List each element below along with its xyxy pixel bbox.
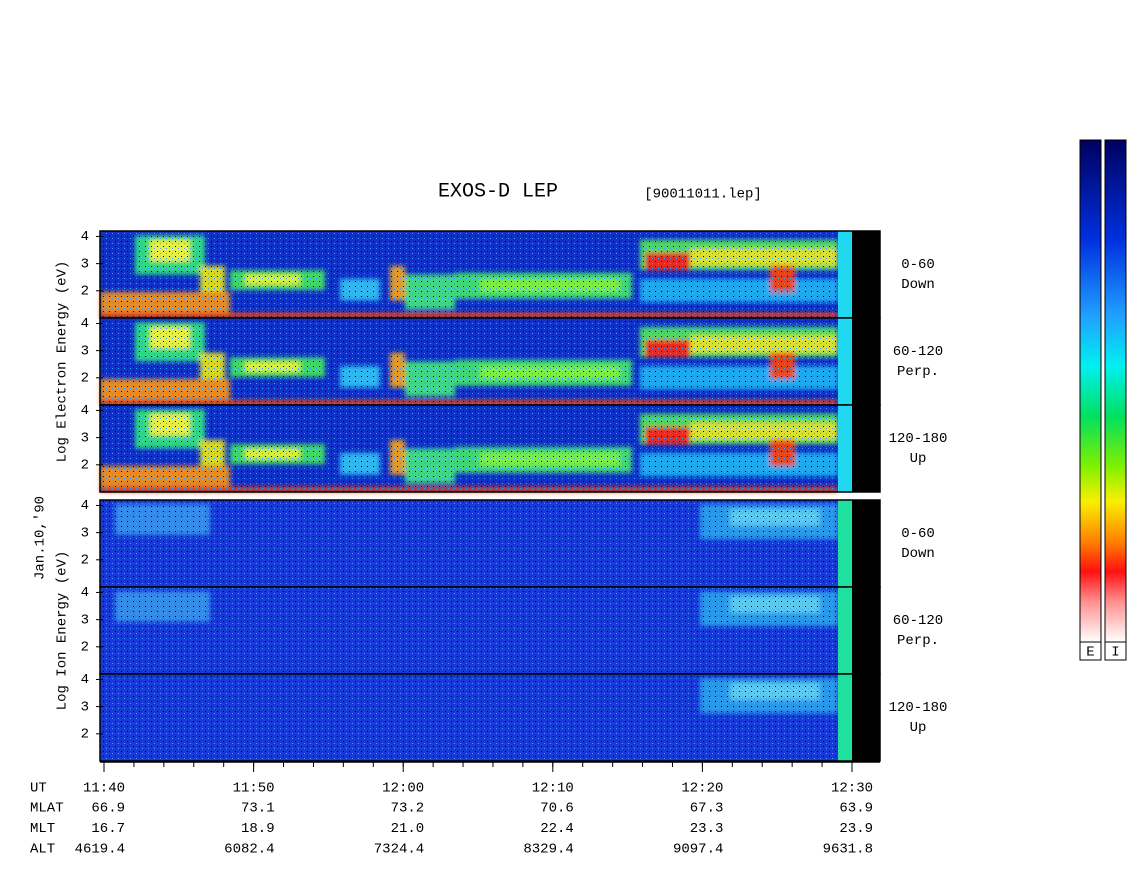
orbit-label: MLAT — [30, 801, 64, 817]
group-label: Log Ion Energy (eV) — [55, 551, 71, 711]
color-bar — [1104, 139, 1127, 643]
y-tick-label: 3 — [81, 699, 89, 715]
orbit-value: 9631.8 — [823, 842, 873, 858]
y-tick-label: 3 — [81, 525, 89, 541]
y-tick-label: 2 — [81, 727, 89, 743]
color-bar-label-box — [1104, 641, 1127, 661]
y-tick-label: 3 — [81, 612, 89, 628]
end-strip — [838, 674, 852, 761]
orbit-value: 23.3 — [690, 821, 724, 837]
end-strip — [838, 231, 852, 318]
direction-label: Perp. — [897, 633, 939, 649]
orbit-label: ALT — [30, 842, 55, 858]
y-tick-label: 4 — [81, 498, 89, 514]
orbit-value: 7324.4 — [374, 842, 424, 858]
orbit-value: 8329.4 — [523, 842, 573, 858]
no-data — [852, 500, 880, 587]
x-tick-label: 11:40 — [83, 781, 125, 797]
spectrogram-noise — [100, 231, 838, 318]
orbit-value: 22.4 — [540, 821, 574, 837]
orbit-value: 73.1 — [241, 801, 275, 817]
direction-label: Down — [901, 277, 935, 293]
angle-label: 120-180 — [889, 431, 948, 447]
y-tick-label: 2 — [81, 553, 89, 569]
y-tick-label: 4 — [81, 585, 89, 601]
direction-label: Up — [910, 720, 927, 736]
orbit-value: 16.7 — [91, 821, 125, 837]
x-tick-label: 12:10 — [532, 781, 574, 797]
orbit-value: 66.9 — [91, 801, 125, 817]
date-label: Jan.10,'90 — [33, 496, 49, 580]
x-tick-label: 12:30 — [831, 781, 873, 797]
orbit-value: 6082.4 — [224, 842, 274, 858]
orbit-label: MLT — [30, 821, 55, 837]
y-tick-label: 4 — [81, 403, 89, 419]
group-label: Log Electron Energy (eV) — [55, 261, 71, 463]
y-tick-label: 3 — [81, 343, 89, 359]
color-bar-label: I — [1111, 645, 1119, 661]
direction-label: Perp. — [897, 364, 939, 380]
y-tick-label: 2 — [81, 371, 89, 387]
x-tick-label: 11:50 — [233, 781, 275, 797]
orbit-value: 9097.4 — [673, 842, 723, 858]
y-tick-label: 4 — [81, 672, 89, 688]
spectrogram-noise — [100, 318, 838, 405]
orbit-value: 18.9 — [241, 821, 275, 837]
spectrogram-noise — [100, 405, 838, 492]
direction-label: Up — [910, 451, 927, 467]
no-data — [852, 318, 880, 405]
y-tick-label: 4 — [81, 229, 89, 245]
no-data — [852, 231, 880, 318]
color-bar-label-box — [1079, 641, 1102, 661]
y-tick-label: 4 — [81, 316, 89, 332]
angle-label: 0-60 — [901, 526, 935, 542]
orbit-value: 21.0 — [391, 821, 425, 837]
angle-label: 120-180 — [889, 700, 948, 716]
color-bar-label: E — [1086, 645, 1094, 661]
chart-title: EXOS-D LEP — [438, 180, 558, 203]
end-strip — [838, 500, 852, 587]
y-tick-label: 2 — [81, 284, 89, 300]
y-tick-label: 3 — [81, 256, 89, 272]
x-tick-label: 12:20 — [681, 781, 723, 797]
y-tick-label: 3 — [81, 430, 89, 446]
orbit-value: 4619.4 — [75, 842, 125, 858]
no-data — [852, 405, 880, 492]
angle-label: 0-60 — [901, 257, 935, 273]
direction-label: Down — [901, 546, 935, 562]
no-data — [852, 587, 880, 674]
no-data — [852, 674, 880, 761]
end-strip — [838, 318, 852, 405]
file-name: [90011011.lep] — [644, 187, 762, 203]
angle-label: 60-120 — [893, 613, 943, 629]
angle-label: 60-120 — [893, 344, 943, 360]
color-bar — [1079, 139, 1102, 643]
x-tick-label: 12:00 — [382, 781, 424, 797]
y-tick-label: 2 — [81, 458, 89, 474]
y-tick-label: 2 — [81, 640, 89, 656]
orbit-value: 23.9 — [839, 821, 873, 837]
spectrogram-noise — [100, 587, 838, 674]
panel-frame — [99, 673, 881, 762]
end-strip — [838, 405, 852, 492]
panel-frame — [99, 404, 881, 493]
orbit-value: 73.2 — [391, 801, 425, 817]
spectrogram-noise — [100, 500, 838, 587]
orbit-value: 63.9 — [839, 801, 873, 817]
x-axis-label: UT — [30, 781, 47, 797]
spectrogram-noise — [100, 674, 838, 761]
orbit-value: 67.3 — [690, 801, 724, 817]
orbit-value: 70.6 — [540, 801, 574, 817]
end-strip — [838, 587, 852, 674]
